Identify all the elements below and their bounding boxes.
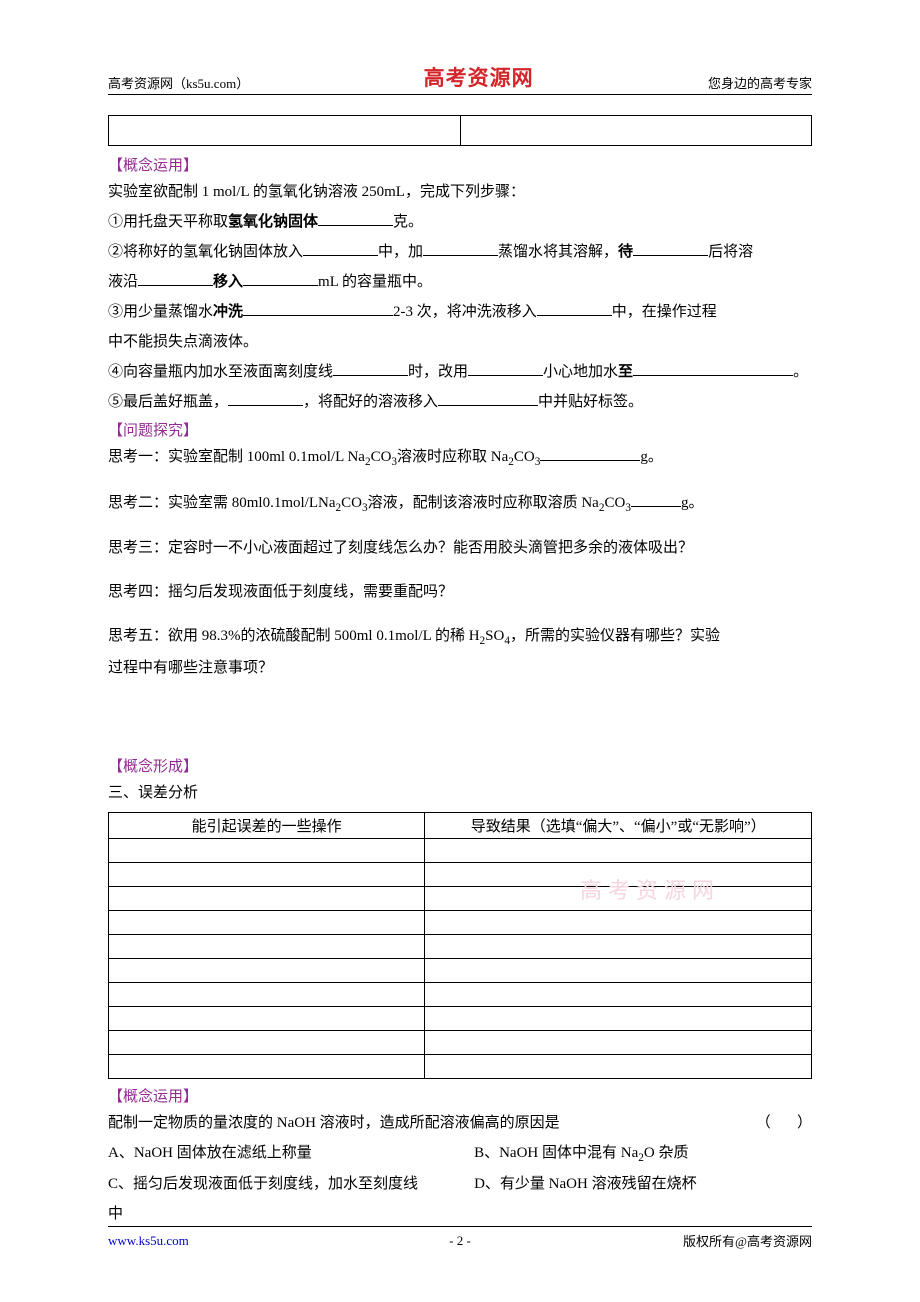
question-block: 配制一定物质的量浓度的 NaOH 溶液时，造成所配溶液偏高的原因是 （ ） A、… xyxy=(108,1108,812,1230)
option-d-cont: 中 xyxy=(108,1199,812,1229)
answer-paren: （ ） xyxy=(756,1108,812,1138)
table-row xyxy=(109,934,812,958)
top-empty-table xyxy=(108,115,812,146)
heading-form: 【概念形成】 xyxy=(108,755,812,776)
error-analysis-table: 能引起误差的一些操作 导致结果（选填“偏大”、“偏小”或“无影响”） xyxy=(108,812,812,1079)
step-2-line1: ②将称好的氢氧化钠固体放入中，加蒸馏水将其溶解，待后将溶 xyxy=(108,237,812,267)
table-row xyxy=(109,958,812,982)
think-5-line1: 思考五：欲用 98.3%的浓硫酸配制 500ml 0.1mol/L 的稀 H2S… xyxy=(108,621,812,653)
table-row xyxy=(109,838,812,862)
table-row xyxy=(109,1030,812,1054)
table-row xyxy=(109,982,812,1006)
option-a: A、NaOH 固体放在滤纸上称量 xyxy=(108,1138,474,1170)
think-4: 思考四：摇匀后发现液面低于刻度线，需要重配吗？ xyxy=(108,577,812,607)
heading-apply-2: 【概念运用】 xyxy=(108,1085,812,1106)
think-5-line2: 过程中有哪些注意事项？ xyxy=(108,653,812,683)
think-1: 思考一：实验室配制 100ml 0.1mol/L Na2CO3溶液时应称取 Na… xyxy=(108,442,812,474)
header-right: 您身边的高考专家 xyxy=(708,73,812,92)
think-3: 思考三：定容时一不小心液面超过了刻度线怎么办？能否用胶头滴管把多余的液体吸出？ xyxy=(108,533,812,563)
page-footer: www.ks5u.com - 2 - 版权所有@高考资源网 xyxy=(108,1226,812,1250)
question-stem-line: 配制一定物质的量浓度的 NaOH 溶液时，造成所配溶液偏高的原因是 （ ） xyxy=(108,1108,812,1138)
think-2: 思考二：实验室需 80ml0.1mol/LNa2CO3溶液，配制该溶液时应称取溶… xyxy=(108,488,812,520)
heading-apply-1: 【概念运用】 xyxy=(108,154,812,175)
table-row xyxy=(109,886,812,910)
table-row xyxy=(109,1054,812,1078)
option-b: B、NaOH 固体中混有 Na2O 杂质 xyxy=(474,1138,812,1170)
page-header: 高考资源网（ks5u.com） 高考资源网 您身边的高考专家 xyxy=(108,62,812,95)
table-row xyxy=(109,862,812,886)
header-brand: 高考资源网 xyxy=(424,62,534,92)
step-5: ⑤最后盖好瓶盖，，将配好的溶液移入中并贴好标签。 xyxy=(108,387,812,417)
table-row xyxy=(109,1006,812,1030)
footer-url: www.ks5u.com xyxy=(108,1233,189,1249)
footer-copyright: 版权所有@高考资源网 xyxy=(683,1231,812,1250)
step-3-line1: ③用少量蒸馏水冲洗2-3 次，将冲洗液移入中，在操作过程 xyxy=(108,297,812,327)
option-c: C、摇匀后发现液面低于刻度线，加水至刻度线 xyxy=(108,1169,474,1199)
step-2-line2: 液沿移入mL 的容量瓶中。 xyxy=(108,267,812,297)
err-head-left: 能引起误差的一些操作 xyxy=(109,812,425,838)
step-4: ④向容量瓶内加水至液面离刻度线时，改用小心地加水至。 xyxy=(108,357,812,387)
option-d: D、有少量 NaOH 溶液残留在烧杯 xyxy=(474,1169,812,1199)
inquiry-block: 思考一：实验室配制 100ml 0.1mol/L Na2CO3溶液时应称取 Na… xyxy=(108,442,812,683)
err-head-right: 导致结果（选填“偏大”、“偏小”或“无影响”） xyxy=(425,812,812,838)
step-1: ①用托盘天平称取氢氧化钠固体克。 xyxy=(108,207,812,237)
heading-inquiry: 【问题探究】 xyxy=(108,419,812,440)
table-row xyxy=(109,910,812,934)
header-left: 高考资源网（ks5u.com） xyxy=(108,73,249,92)
intro-line: 实验室欲配制 1 mol/L 的氢氧化钠溶液 250mL，完成下列步骤： xyxy=(108,177,812,207)
error-analysis-title: 三、误差分析 xyxy=(108,778,812,808)
procedure-block: 实验室欲配制 1 mol/L 的氢氧化钠溶液 250mL，完成下列步骤： ①用托… xyxy=(108,177,812,417)
options: A、NaOH 固体放在滤纸上称量 B、NaOH 固体中混有 Na2O 杂质 C、… xyxy=(108,1138,812,1230)
step-3-line2: 中不能损失点滴液体。 xyxy=(108,327,812,357)
footer-page-number: - 2 - xyxy=(449,1233,471,1249)
